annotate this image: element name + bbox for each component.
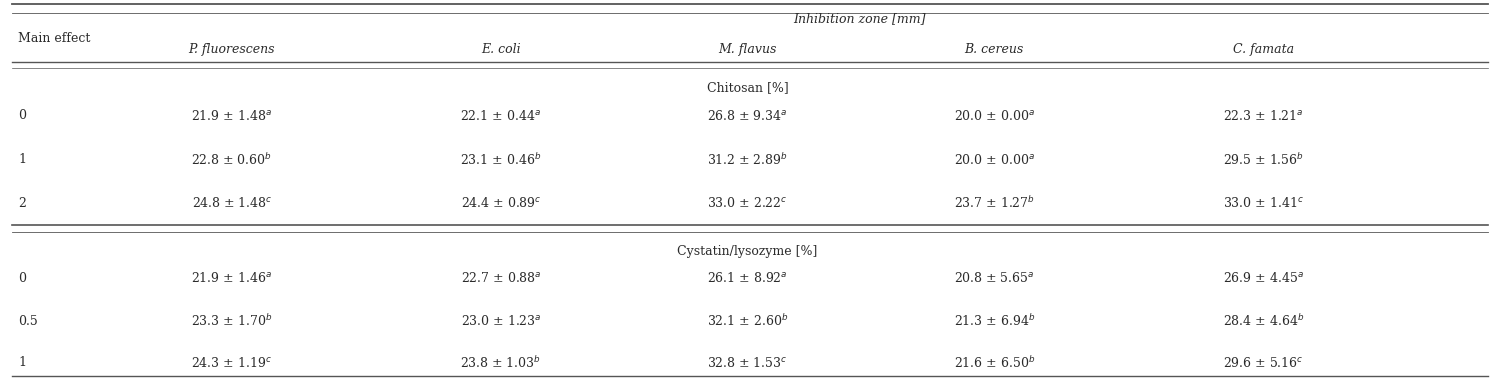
Text: Cystatin/lysozyme [%]: Cystatin/lysozyme [%]	[677, 245, 818, 258]
Text: 23.0 ± 1.23$^{a}$: 23.0 ± 1.23$^{a}$	[460, 314, 541, 328]
Text: 22.7 ± 0.88$^{a}$: 22.7 ± 0.88$^{a}$	[460, 271, 541, 285]
Text: 21.3 ± 6.94$^{b}$: 21.3 ± 6.94$^{b}$	[954, 313, 1035, 329]
Text: 26.8 ± 9.34$^{a}$: 26.8 ± 9.34$^{a}$	[707, 109, 788, 123]
Text: 29.6 ± 5.16$^{c}$: 29.6 ± 5.16$^{c}$	[1223, 356, 1304, 370]
Text: 20.8 ± 5.65$^{a}$: 20.8 ± 5.65$^{a}$	[954, 271, 1035, 285]
Text: 22.1 ± 0.44$^{a}$: 22.1 ± 0.44$^{a}$	[460, 109, 541, 123]
Text: 33.0 ± 1.41$^{c}$: 33.0 ± 1.41$^{c}$	[1223, 196, 1304, 210]
Text: 33.0 ± 2.22$^{c}$: 33.0 ± 2.22$^{c}$	[707, 196, 788, 210]
Text: 20.0 ± 0.00$^{a}$: 20.0 ± 0.00$^{a}$	[954, 153, 1035, 166]
Text: 22.3 ± 1.21$^{a}$: 22.3 ± 1.21$^{a}$	[1223, 109, 1304, 123]
Text: Main effect: Main effect	[18, 32, 90, 45]
Text: 26.9 ± 4.45$^{a}$: 26.9 ± 4.45$^{a}$	[1223, 271, 1304, 285]
Text: C. famata: C. famata	[1233, 43, 1293, 56]
Text: 21.9 ± 1.46$^{a}$: 21.9 ± 1.46$^{a}$	[191, 271, 272, 285]
Text: B. cereus: B. cereus	[964, 43, 1024, 56]
Text: 24.3 ± 1.19$^{c}$: 24.3 ± 1.19$^{c}$	[191, 356, 272, 370]
Text: 22.8 ± 0.60$^{b}$: 22.8 ± 0.60$^{b}$	[191, 152, 272, 168]
Text: Inhibition zone [mm]: Inhibition zone [mm]	[794, 13, 925, 25]
Text: 1: 1	[18, 356, 25, 369]
Text: M. flavus: M. flavus	[718, 43, 777, 56]
Text: E. coli: E. coli	[481, 43, 520, 56]
Text: Chitosan [%]: Chitosan [%]	[707, 81, 788, 94]
Text: 29.5 ± 1.56$^{b}$: 29.5 ± 1.56$^{b}$	[1223, 152, 1304, 168]
Text: 31.2 ± 2.89$^{b}$: 31.2 ± 2.89$^{b}$	[707, 152, 788, 168]
Text: 23.7 ± 1.27$^{b}$: 23.7 ± 1.27$^{b}$	[954, 195, 1035, 211]
Text: 24.8 ± 1.48$^{c}$: 24.8 ± 1.48$^{c}$	[191, 196, 272, 210]
Text: 20.0 ± 0.00$^{a}$: 20.0 ± 0.00$^{a}$	[954, 109, 1035, 123]
Text: 0: 0	[18, 272, 25, 285]
Text: 32.1 ± 2.60$^{b}$: 32.1 ± 2.60$^{b}$	[707, 313, 788, 329]
Text: 23.3 ± 1.70$^{b}$: 23.3 ± 1.70$^{b}$	[191, 313, 272, 329]
Text: 26.1 ± 8.92$^{a}$: 26.1 ± 8.92$^{a}$	[707, 271, 788, 285]
Text: 21.6 ± 6.50$^{b}$: 21.6 ± 6.50$^{b}$	[954, 355, 1035, 371]
Text: 32.8 ± 1.53$^{c}$: 32.8 ± 1.53$^{c}$	[707, 356, 788, 370]
Text: 0.5: 0.5	[18, 315, 37, 328]
Text: 28.4 ± 4.64$^{b}$: 28.4 ± 4.64$^{b}$	[1223, 313, 1304, 329]
Text: 23.1 ± 0.46$^{b}$: 23.1 ± 0.46$^{b}$	[460, 152, 541, 168]
Text: P. fluorescens: P. fluorescens	[188, 43, 275, 56]
Text: 1: 1	[18, 153, 25, 166]
Text: 23.8 ± 1.03$^{b}$: 23.8 ± 1.03$^{b}$	[460, 355, 541, 371]
Text: 2: 2	[18, 197, 25, 210]
Text: 24.4 ± 0.89$^{c}$: 24.4 ± 0.89$^{c}$	[460, 196, 541, 210]
Text: 0: 0	[18, 109, 25, 122]
Text: 21.9 ± 1.48$^{a}$: 21.9 ± 1.48$^{a}$	[191, 109, 272, 123]
